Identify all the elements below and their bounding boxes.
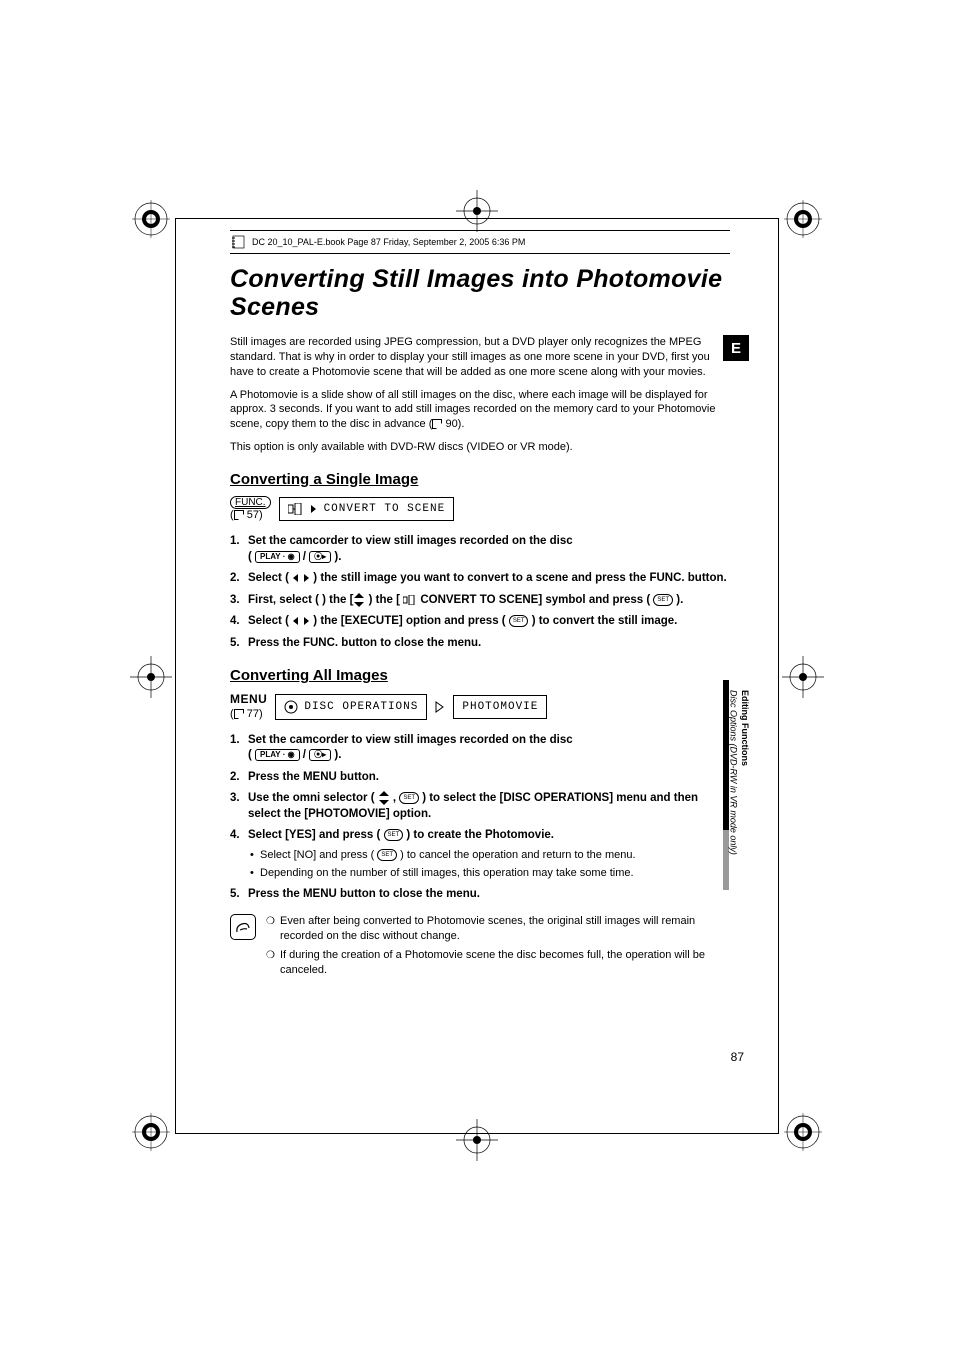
header-text: DC 20_10_PAL-E.book Page 87 Friday, Sept… (252, 237, 525, 247)
sub-bullet: Select [NO] and press ( SET ) to cancel … (248, 848, 730, 863)
step-item: Press the MENU button to close the menu. (230, 887, 730, 903)
page-ref-icon (234, 510, 244, 520)
crosshair-icon (456, 1119, 498, 1161)
up-down-icon (378, 791, 390, 805)
note-item: If during the creation of a Photomovie s… (266, 948, 730, 978)
section-heading-single: Converting a Single Image (230, 471, 730, 488)
step-item: Select ( ) the [EXECUTE] option and pres… (230, 614, 730, 630)
arrow-right-icon (310, 504, 318, 514)
notes-block: Even after being converted to Photomovie… (230, 914, 730, 981)
book-header: DC 20_10_PAL-E.book Page 87 Friday, Sept… (230, 230, 730, 254)
book-spiral-icon (230, 234, 246, 250)
photomovie-box: PHOTOMOVIE (453, 695, 547, 719)
step-item: Set the camcorder to view still images r… (230, 733, 730, 764)
arrow-right-icon (435, 701, 445, 713)
play-mode-icon: PLAY · ◉ (255, 551, 300, 563)
note-item: Even after being converted to Photomovie… (266, 914, 730, 944)
menu-row: MENU ( 77) DISC OPERATIONS PHOTOMOVIE (230, 692, 730, 720)
step-item: First, select ( ) the [ ) the [ CONVERT … (230, 593, 730, 609)
convert-to-scene-box: CONVERT TO SCENE (279, 497, 455, 521)
disc-operations-box: DISC OPERATIONS (275, 694, 427, 720)
convert-icon (288, 503, 304, 515)
side-section-label: Editing Functions Disc Options (DVD-RW i… (727, 690, 750, 855)
page-ref-icon (234, 709, 244, 719)
set-icon: SET (509, 615, 529, 627)
sub-bullet: Depending on the number of still images,… (248, 866, 730, 881)
convert-icon (403, 595, 417, 605)
frame-line (175, 218, 176, 1133)
disc-play-icon: ⦿▸ (309, 551, 331, 563)
func-label: FUNC. (230, 496, 271, 509)
registration-mark-icon (132, 200, 170, 238)
intro-paragraph-2: A Photomovie is a slide show of all stil… (230, 388, 730, 433)
page-title: Converting Still Images into Photomovie … (230, 266, 730, 321)
frame-line (778, 218, 779, 1133)
set-icon: SET (399, 792, 419, 804)
frame-line (175, 1133, 779, 1134)
step-item: Set the camcorder to view still images r… (230, 534, 730, 565)
up-down-icon (353, 593, 365, 607)
intro-paragraph-1: Still images are recorded using JPEG com… (230, 335, 730, 380)
crosshair-icon (456, 190, 498, 232)
steps-all: Set the camcorder to view still images r… (230, 733, 730, 902)
registration-mark-icon (132, 1113, 170, 1151)
set-icon: SET (653, 594, 673, 606)
step-item: Press the FUNC. button to close the menu… (230, 636, 730, 652)
steps-single: Set the camcorder to view still images r… (230, 534, 730, 651)
registration-mark-icon (784, 1113, 822, 1151)
step-item: Press the MENU button. (230, 770, 730, 786)
crosshair-icon (130, 656, 172, 698)
crosshair-icon (782, 656, 824, 698)
registration-mark-icon (784, 200, 822, 238)
section-heading-all: Converting All Images (230, 667, 730, 684)
set-icon: SET (384, 829, 404, 841)
left-right-icon (292, 616, 310, 626)
page-number: 87 (731, 1050, 744, 1064)
set-icon: SET (377, 849, 397, 861)
menu-label: MENU (230, 692, 267, 706)
note-icon (230, 914, 256, 940)
func-menu-row: FUNC. ( 57) CONVERT TO SCENE (230, 496, 730, 522)
step-item: Use the omni selector ( , SET ) to selec… (230, 791, 730, 822)
step-item: Select ( ) the still image you want to c… (230, 571, 730, 587)
step-item: Select [YES] and press ( SET ) to create… (230, 828, 730, 880)
frame-line (175, 218, 779, 219)
left-right-icon (292, 573, 310, 583)
play-mode-icon: PLAY · ◉ (255, 749, 300, 761)
page-ref-icon (432, 419, 442, 429)
disc-icon (284, 700, 298, 714)
disc-play-icon: ⦿▸ (309, 749, 331, 761)
intro-paragraph-3: This option is only available with DVD-R… (230, 440, 730, 455)
